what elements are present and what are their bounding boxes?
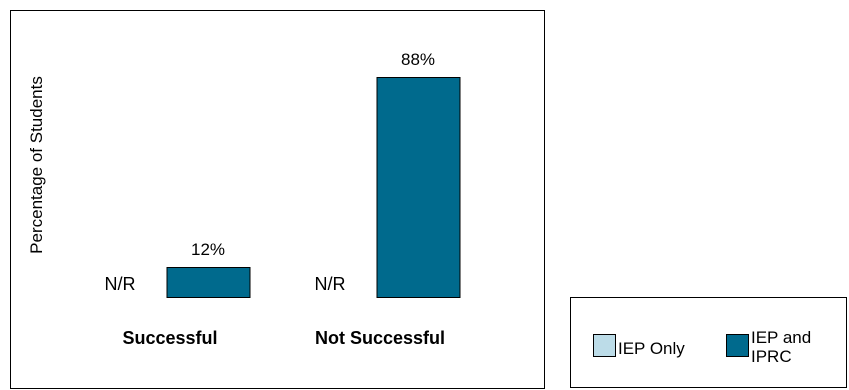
bar-iep-and-iprc-not-successful	[376, 77, 461, 298]
x-tick-label-not-successful: Not Successful	[315, 328, 445, 348]
not-reported-label-iep-only-not-successful: N/R	[315, 274, 346, 294]
bar-value-label-iep-and-iprc-successful: 12%	[191, 240, 225, 259]
legend-label-iep-and-iprc-line2: IPRC	[751, 347, 792, 366]
legend-box	[570, 297, 847, 388]
bar-value-label-iep-and-iprc-not-successful: 88%	[401, 50, 435, 69]
legend-label-iep-and-iprc-line1: IEP and	[751, 328, 811, 347]
bars-group	[166, 77, 461, 298]
bar-iep-and-iprc-successful	[166, 267, 251, 298]
bar-labels-group: N/R 12% N/R 88%	[105, 50, 436, 294]
legend-swatch-iep-only	[593, 334, 616, 357]
legend-label-iep-only: IEP Only	[618, 339, 685, 358]
x-tick-labels-group: Successful Not Successful	[122, 328, 445, 348]
not-reported-label-iep-only-successful: N/R	[105, 274, 136, 294]
x-tick-label-successful: Successful	[122, 328, 217, 348]
plot-frame	[10, 10, 545, 389]
legend-swatch-iep-and-iprc	[726, 334, 749, 357]
y-axis-label: Percentage of Students	[27, 76, 46, 254]
